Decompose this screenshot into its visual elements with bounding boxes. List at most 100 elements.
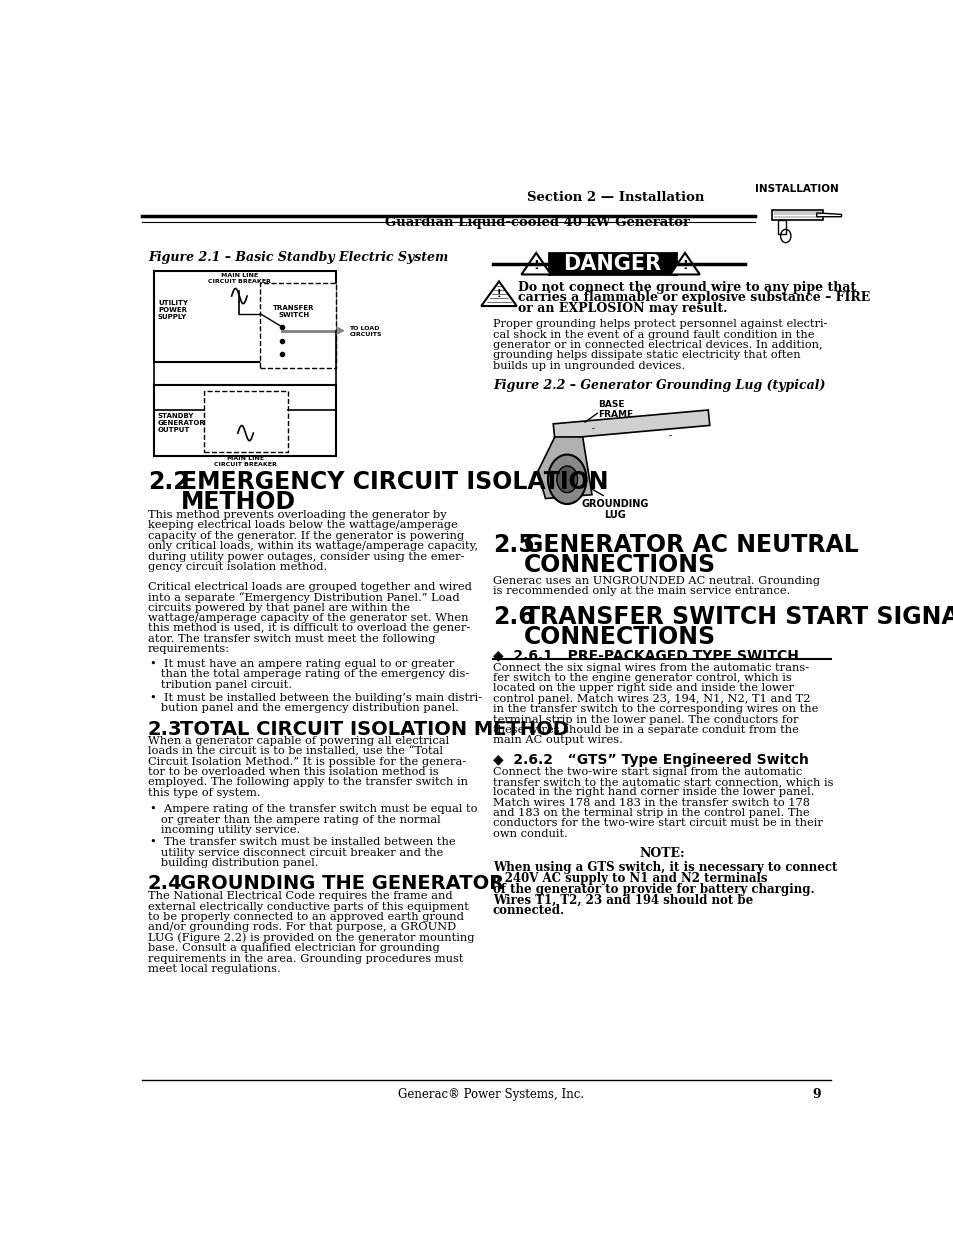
Text: Proper grounding helps protect personnel against electri-: Proper grounding helps protect personnel… [493,319,826,330]
Text: is recommended only at the main service entrance.: is recommended only at the main service … [493,585,789,597]
Polygon shape [778,220,785,235]
Text: grounding helps dissipate static electricity that often: grounding helps dissipate static electri… [493,351,800,361]
Text: transfer switch to the automatic start connection, which is: transfer switch to the automatic start c… [493,777,832,787]
Polygon shape [816,212,841,216]
Text: or an EXPLOSION may result.: or an EXPLOSION may result. [517,303,727,315]
Text: loads in the circuit is to be installed, use the “Total: loads in the circuit is to be installed,… [148,746,442,757]
Text: GENERATOR AC NEUTRAL: GENERATOR AC NEUTRAL [523,534,858,557]
Text: •  It must be installed between the building’s main distri-: • It must be installed between the build… [150,693,482,703]
Text: STANDBY
GENERATOR
OUTPUT: STANDBY GENERATOR OUTPUT [158,412,206,433]
Bar [154,385,335,456]
Text: When using a GTS switch, it is necessary to connect: When using a GTS switch, it is necessary… [493,861,837,874]
Polygon shape [553,410,709,440]
Text: located on the upper right side and inside the lower: located on the upper right side and insi… [493,683,793,693]
Bar [154,272,335,362]
Text: •  It must have an ampere rating equal to or greater: • It must have an ampere rating equal to… [150,658,454,668]
Text: requirements:: requirements: [148,645,230,655]
Text: conductors for the two-wire start circuit must be in their: conductors for the two-wire start circui… [493,819,821,829]
Text: building distribution panel.: building distribution panel. [150,858,318,868]
Text: UTILITY
POWER
SUPPLY: UTILITY POWER SUPPLY [158,300,188,320]
Text: Circuit Isolation Method.” It is possible for the genera-: Circuit Isolation Method.” It is possibl… [148,757,466,767]
Text: tribution panel circuit.: tribution panel circuit. [150,679,292,689]
Text: a 240V AC supply to N1 and N2 terminals: a 240V AC supply to N1 and N2 terminals [493,872,766,885]
Text: this type of system.: this type of system. [148,788,260,798]
Text: Do not connect the ground wire to any pipe that: Do not connect the ground wire to any pi… [517,280,856,294]
Text: BASE
FRAME: BASE FRAME [598,400,633,420]
Text: this method is used, it is difficult to overload the gener-: this method is used, it is difficult to … [148,624,470,634]
Text: 2.6: 2.6 [493,605,534,629]
Text: and 183 on the terminal strip in the control panel. The: and 183 on the terminal strip in the con… [493,808,808,818]
Text: Figure 2.1 – Basic Standby Electric System: Figure 2.1 – Basic Standby Electric Syst… [148,251,448,263]
Text: Generac uses an UNGROUNDED AC neutral. Grounding: Generac uses an UNGROUNDED AC neutral. G… [493,576,819,585]
Text: This method prevents overloading the generator by: This method prevents overloading the gen… [148,510,446,520]
Text: of the generator to provide for battery charging.: of the generator to provide for battery … [493,883,814,895]
Bar [260,283,335,368]
Text: and/or grounding rods. For that purpose, a GROUND: and/or grounding rods. For that purpose,… [148,923,456,932]
Text: !: ! [681,259,687,272]
Text: When a generator capable of powering all electrical: When a generator capable of powering all… [148,736,449,746]
Text: generator or in connected electrical devices. In addition,: generator or in connected electrical dev… [493,340,821,350]
Text: in the transfer switch to the corresponding wires on the: in the transfer switch to the correspond… [493,704,818,714]
Text: into a separate “Emergency Distribution Panel.” Load: into a separate “Emergency Distribution … [148,592,459,603]
Text: or greater than the ampere rating of the normal: or greater than the ampere rating of the… [150,815,440,825]
Text: employed. The following apply to the transfer switch in: employed. The following apply to the tra… [148,777,467,787]
Text: Generac® Power Systems, Inc.: Generac® Power Systems, Inc. [397,1088,583,1100]
Text: gency circuit isolation method.: gency circuit isolation method. [148,562,327,572]
Text: terminal strip in the lower panel. The conductors for: terminal strip in the lower panel. The c… [493,715,798,725]
Circle shape [557,466,577,493]
Text: GROUNDING
LUG: GROUNDING LUG [581,499,648,520]
Text: LUG (Figure 2.2) is provided on the generator mounting: LUG (Figure 2.2) is provided on the gene… [148,932,474,944]
Text: builds up in ungrounded devices.: builds up in ungrounded devices. [493,361,684,370]
Text: circuits powered by that panel are within the: circuits powered by that panel are withi… [148,603,410,613]
Text: external electrically conductive parts of this equipment: external electrically conductive parts o… [148,902,468,911]
Text: Match wires 178 and 183 in the transfer switch to 178: Match wires 178 and 183 in the transfer … [493,798,809,808]
Text: keeping electrical loads below the wattage/amperage: keeping electrical loads below the watta… [148,520,457,531]
Text: Connect the two-wire start signal from the automatic: Connect the two-wire start signal from t… [493,767,801,777]
Text: !: ! [533,259,538,272]
Text: connected.: connected. [493,904,564,918]
Text: wattage/amperage capacity of the generator set. When: wattage/amperage capacity of the generat… [148,613,468,622]
Text: MAIN LINE
CIRCUIT BREAKER: MAIN LINE CIRCUIT BREAKER [208,273,271,284]
Text: TRANSFER SWITCH START SIGNAL: TRANSFER SWITCH START SIGNAL [523,605,953,629]
Text: Wires T1, T2, 23 and 194 should not be: Wires T1, T2, 23 and 194 should not be [493,894,752,906]
Text: than the total amperage rating of the emergency dis-: than the total amperage rating of the em… [150,669,469,679]
Text: 2.3: 2.3 [148,720,182,739]
Text: METHOD: METHOD [181,490,296,514]
Text: Section 2 — Installation: Section 2 — Installation [526,190,703,204]
Text: 2.2: 2.2 [148,471,190,494]
Text: Connect the six signal wires from the automatic trans-: Connect the six signal wires from the au… [493,662,808,673]
Polygon shape [521,253,551,274]
Text: fer switch to the engine generator control, which is: fer switch to the engine generator contr… [493,673,791,683]
Text: located in the right hand corner inside the lower panel.: located in the right hand corner inside … [493,787,813,798]
Text: •  The transfer switch must be installed between the: • The transfer switch must be installed … [150,837,456,847]
Text: Figure 2.2 – Generator Grounding Lug (typical): Figure 2.2 – Generator Grounding Lug (ty… [493,379,824,393]
Text: !: ! [497,289,500,299]
Text: CONNECTIONS: CONNECTIONS [523,625,715,648]
Bar [204,390,288,452]
Text: ◆  2.6.2   “GTS” Type Engineered Switch: ◆ 2.6.2 “GTS” Type Engineered Switch [493,752,808,767]
Text: 2.5: 2.5 [493,534,534,557]
Text: own conduit.: own conduit. [493,829,567,839]
Text: INSTALLATION: INSTALLATION [755,184,839,194]
Text: utility service disconnect circuit breaker and the: utility service disconnect circuit break… [150,847,443,858]
Text: Critical electrical loads are grouped together and wired: Critical electrical loads are grouped to… [148,582,472,592]
Text: meet local regulations.: meet local regulations. [148,965,280,974]
Text: incoming utility service.: incoming utility service. [150,825,300,835]
Text: only critical loads, within its wattage/amperage capacity,: only critical loads, within its wattage/… [148,541,477,551]
Text: MAIN LINE
CIRCUIT BREAKER: MAIN LINE CIRCUIT BREAKER [213,456,276,467]
Text: base. Consult a qualified electrician for grounding: base. Consult a qualified electrician fo… [148,944,439,953]
Text: tor to be overloaded when this isolation method is: tor to be overloaded when this isolation… [148,767,438,777]
Text: cal shock in the event of a ground fault condition in the: cal shock in the event of a ground fault… [493,330,814,340]
Bar [548,253,675,274]
Text: to be properly connected to an approved earth ground: to be properly connected to an approved … [148,911,463,923]
Text: 2.4: 2.4 [148,874,182,893]
Text: The National Electrical Code requires the frame and: The National Electrical Code requires th… [148,892,452,902]
Text: GROUNDING THE GENERATOR: GROUNDING THE GENERATOR [179,874,503,893]
Text: during utility power outages, consider using the emer-: during utility power outages, consider u… [148,552,464,562]
Text: NOTE:: NOTE: [639,847,684,861]
Polygon shape [670,253,700,274]
Text: EMERGENCY CIRCUIT ISOLATION: EMERGENCY CIRCUIT ISOLATION [181,471,608,494]
Polygon shape [537,437,592,499]
Text: control panel. Match wires 23, 194, N1, N2, T1 and T2: control panel. Match wires 23, 194, N1, … [493,694,809,704]
Text: TRANSFER
SWITCH: TRANSFER SWITCH [273,305,314,319]
